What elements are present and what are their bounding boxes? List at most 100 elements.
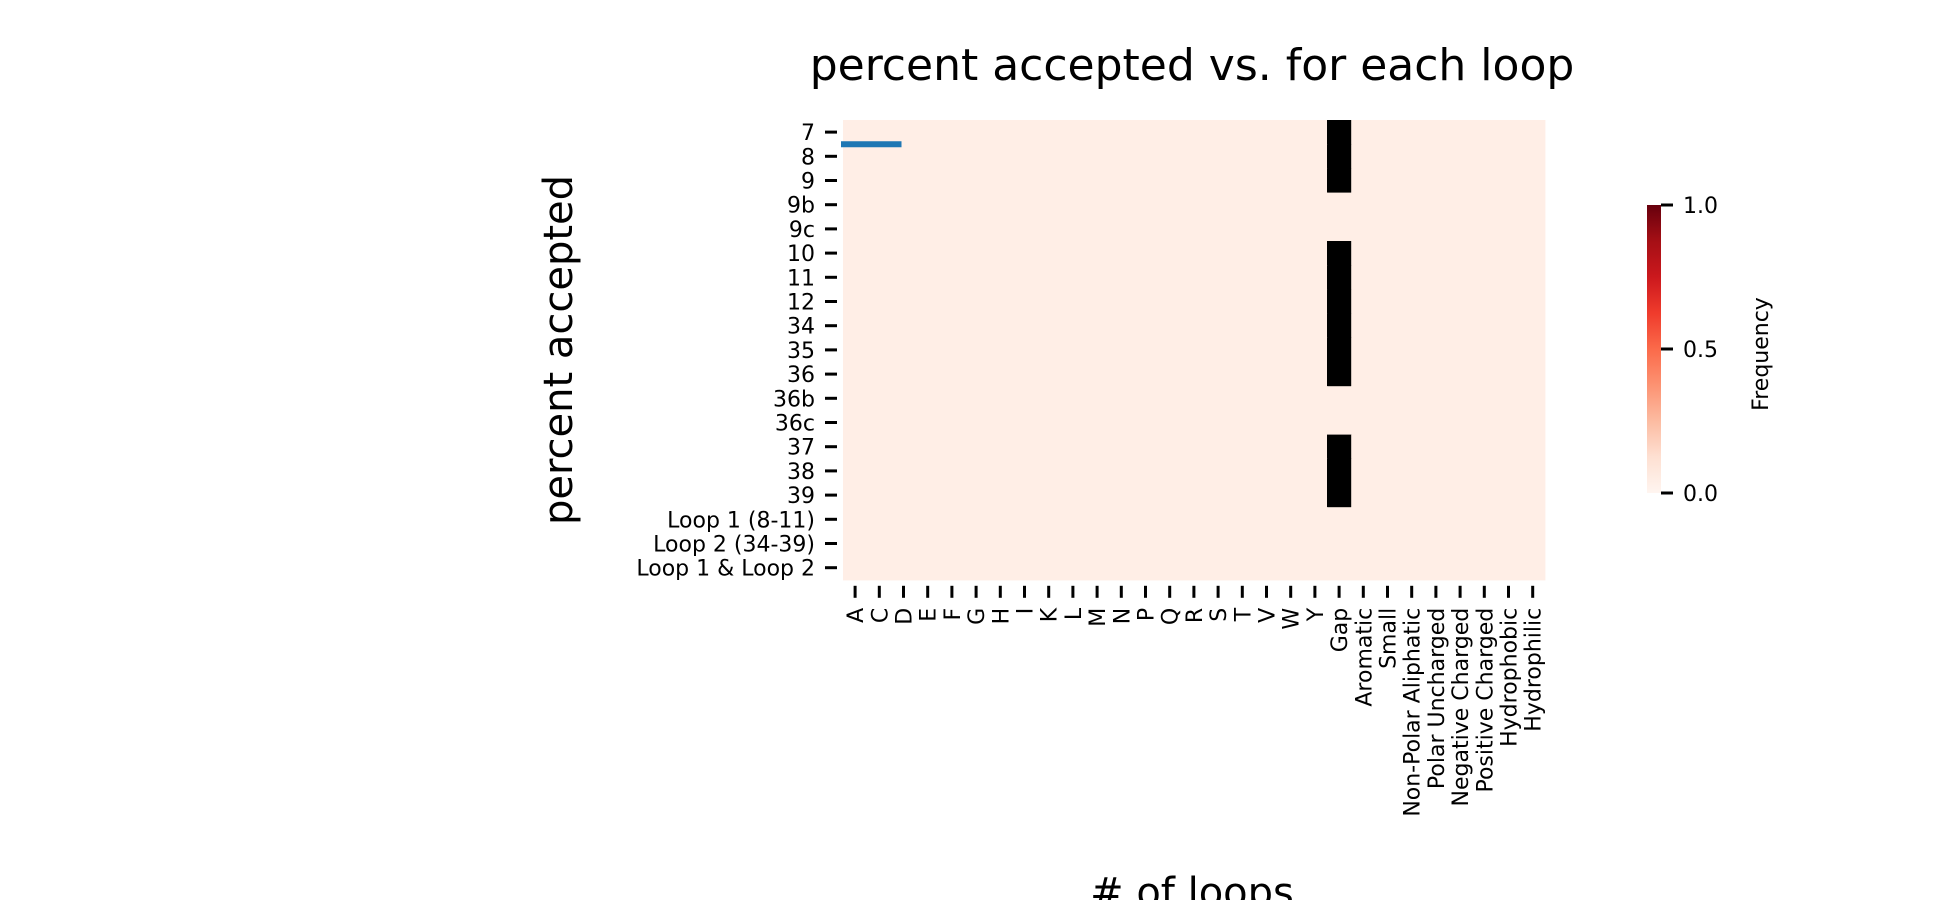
heatmap-cell bbox=[891, 434, 917, 460]
heatmap-cell bbox=[1230, 120, 1255, 145]
heatmap-cell bbox=[891, 216, 917, 242]
x-tick-label: V bbox=[1256, 608, 1281, 623]
heatmap-cell bbox=[1133, 458, 1159, 484]
heatmap-cell bbox=[1181, 289, 1207, 315]
heatmap-cell bbox=[891, 555, 917, 581]
heatmap-cell bbox=[915, 410, 941, 436]
heatmap-cell bbox=[964, 507, 989, 532]
heatmap-cell bbox=[964, 531, 989, 557]
heatmap-cell bbox=[988, 531, 1013, 557]
heatmap-cell bbox=[1060, 265, 1086, 290]
heatmap-cell bbox=[1012, 168, 1038, 194]
y-tick-label: Loop 1 & Loop 2 bbox=[636, 557, 815, 582]
heatmap-cell bbox=[1448, 458, 1473, 484]
heatmap-cell bbox=[1448, 120, 1473, 145]
heatmap-cell bbox=[1181, 531, 1207, 557]
heatmap-cell bbox=[939, 386, 965, 411]
heatmap-cell bbox=[1157, 483, 1183, 508]
heatmap-cell bbox=[1157, 168, 1183, 194]
x-tick-label: Hydrophobic bbox=[1498, 608, 1523, 747]
heatmap-cell bbox=[1472, 313, 1497, 339]
heatmap-cell bbox=[1302, 531, 1328, 557]
heatmap-cell bbox=[1472, 434, 1497, 460]
x-tick-label: M bbox=[1086, 608, 1111, 627]
heatmap-cell bbox=[1230, 483, 1255, 508]
heatmap-cell bbox=[843, 507, 868, 532]
heatmap-cell bbox=[1206, 120, 1231, 145]
x-tick-label: A bbox=[844, 608, 869, 623]
heatmap-cell bbox=[1012, 241, 1038, 266]
heatmap-cell bbox=[1206, 555, 1231, 581]
heatmap-cell bbox=[1254, 192, 1280, 218]
heatmap-cell bbox=[1012, 507, 1038, 532]
heatmap-cell bbox=[1036, 216, 1062, 242]
heatmap-cell bbox=[1448, 434, 1473, 460]
heatmap-cell bbox=[1254, 458, 1280, 484]
heatmap-cell bbox=[1157, 313, 1183, 339]
heatmap-cell bbox=[843, 216, 868, 242]
heatmap-cell bbox=[1278, 386, 1304, 411]
heatmap-cell bbox=[1157, 337, 1183, 363]
heatmap-cell bbox=[1157, 555, 1183, 581]
heatmap-cell bbox=[891, 241, 917, 266]
heatmap-cell bbox=[1133, 531, 1159, 557]
heatmap-cell bbox=[1448, 289, 1473, 315]
heatmap-cell bbox=[1181, 144, 1207, 169]
heatmap-cell bbox=[964, 216, 989, 242]
heatmap-cell bbox=[1133, 241, 1159, 266]
heatmap-cell bbox=[1060, 386, 1086, 411]
heatmap-cell bbox=[1423, 265, 1449, 290]
heatmap-cell bbox=[1254, 507, 1280, 532]
heatmap-cell bbox=[843, 144, 868, 169]
heatmap-cell bbox=[1472, 216, 1497, 242]
heatmap-cell bbox=[1060, 289, 1086, 315]
heatmap-cell bbox=[1157, 434, 1183, 460]
heatmap-cell bbox=[867, 458, 892, 484]
x-tick-label: Non-Polar Aliphatic bbox=[1401, 608, 1426, 817]
heatmap-cell bbox=[1278, 265, 1304, 290]
heatmap-cell bbox=[1472, 144, 1497, 169]
heatmap-cell bbox=[1060, 434, 1086, 460]
heatmap-cell bbox=[1423, 386, 1449, 411]
heatmap-cell bbox=[867, 313, 892, 339]
heatmap-cell bbox=[891, 337, 917, 363]
heatmap-cell bbox=[867, 386, 892, 411]
heatmap-cell bbox=[915, 216, 941, 242]
heatmap-cell bbox=[1278, 531, 1304, 557]
heatmap-cell bbox=[1109, 192, 1134, 218]
heatmap-cell bbox=[964, 313, 989, 339]
heatmap-cell bbox=[1060, 362, 1086, 387]
heatmap-cell bbox=[1036, 168, 1062, 194]
heatmap-cell bbox=[1448, 507, 1473, 532]
x-tick-label: Q bbox=[1159, 608, 1184, 625]
heatmap-cell bbox=[964, 483, 989, 508]
heatmap-cell bbox=[1254, 410, 1280, 436]
heatmap-cell bbox=[1036, 192, 1062, 218]
heatmap-cell bbox=[1423, 483, 1449, 508]
x-tick-label: T bbox=[1231, 607, 1256, 622]
heatmap-cell bbox=[1206, 289, 1231, 315]
y-tick-label: 38 bbox=[787, 460, 815, 485]
heatmap-cell bbox=[1496, 434, 1522, 460]
heatmap-cell bbox=[1327, 337, 1352, 363]
heatmap-cell bbox=[915, 386, 941, 411]
heatmap-cell bbox=[1157, 362, 1183, 387]
heatmap-cell bbox=[1496, 458, 1522, 484]
heatmap-cell bbox=[1060, 337, 1086, 363]
heatmap-cell bbox=[867, 144, 892, 169]
heatmap-cell bbox=[1423, 362, 1449, 387]
heatmap-cell bbox=[1278, 362, 1304, 387]
heatmap-cell bbox=[1012, 337, 1038, 363]
heatmap-cell bbox=[1230, 410, 1255, 436]
heatmap-cell bbox=[964, 265, 989, 290]
heatmap-cell bbox=[1327, 192, 1352, 218]
heatmap-cell bbox=[1109, 483, 1134, 508]
heatmap-cell bbox=[1206, 265, 1231, 290]
heatmap-cell bbox=[843, 120, 868, 145]
heatmap-cell bbox=[1181, 483, 1207, 508]
heatmap-cell bbox=[1109, 120, 1134, 145]
heatmap-cell bbox=[1085, 410, 1110, 436]
heatmap-cell bbox=[1254, 120, 1280, 145]
heatmap-cell bbox=[1351, 362, 1376, 387]
